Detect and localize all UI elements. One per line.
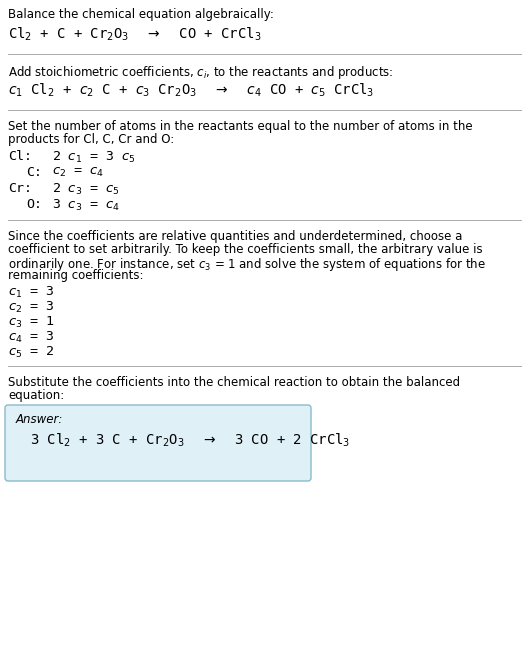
Text: equation:: equation: bbox=[8, 389, 64, 402]
Text: Substitute the coefficients into the chemical reaction to obtain the balanced: Substitute the coefficients into the che… bbox=[8, 376, 460, 389]
Text: $c_1$ Cl$_2$ + $c_2$ C + $c_3$ Cr$_2$O$_3$  $\rightarrow$  $c_4$ CO + $c_5$ CrCl: $c_1$ Cl$_2$ + $c_2$ C + $c_3$ Cr$_2$O$_… bbox=[8, 82, 375, 100]
Text: 2 $c_3$ = $c_5$: 2 $c_3$ = $c_5$ bbox=[52, 182, 120, 197]
Text: 3 $c_3$ = $c_4$: 3 $c_3$ = $c_4$ bbox=[52, 198, 120, 213]
Text: Set the number of atoms in the reactants equal to the number of atoms in the: Set the number of atoms in the reactants… bbox=[8, 120, 472, 133]
Text: products for Cl, C, Cr and O:: products for Cl, C, Cr and O: bbox=[8, 133, 174, 146]
Text: Answer:: Answer: bbox=[16, 413, 63, 426]
FancyBboxPatch shape bbox=[5, 405, 311, 481]
Text: $c_5$ = 2: $c_5$ = 2 bbox=[8, 345, 54, 360]
Text: 3 Cl$_2$ + 3 C + Cr$_2$O$_3$  $\rightarrow$  3 CO + 2 CrCl$_3$: 3 Cl$_2$ + 3 C + Cr$_2$O$_3$ $\rightarro… bbox=[30, 432, 350, 450]
Text: Add stoichiometric coefficients, $c_i$, to the reactants and products:: Add stoichiometric coefficients, $c_i$, … bbox=[8, 64, 394, 81]
Text: Cl:: Cl: bbox=[8, 150, 32, 163]
Text: $c_1$ = 3: $c_1$ = 3 bbox=[8, 285, 54, 300]
Text: $c_3$ = 1: $c_3$ = 1 bbox=[8, 315, 54, 330]
Text: $c_2$ = $c_4$: $c_2$ = $c_4$ bbox=[52, 166, 104, 179]
Text: $c_2$ = 3: $c_2$ = 3 bbox=[8, 300, 54, 315]
Text: $c_4$ = 3: $c_4$ = 3 bbox=[8, 330, 54, 345]
Text: O:: O: bbox=[26, 198, 42, 211]
Text: Since the coefficients are relative quantities and underdetermined, choose a: Since the coefficients are relative quan… bbox=[8, 230, 462, 243]
Text: C:: C: bbox=[26, 166, 42, 179]
Text: ordinarily one. For instance, set $c_3$ = 1 and solve the system of equations fo: ordinarily one. For instance, set $c_3$ … bbox=[8, 256, 486, 273]
Text: 2 $c_1$ = 3 $c_5$: 2 $c_1$ = 3 $c_5$ bbox=[52, 150, 135, 165]
Text: Cr:: Cr: bbox=[8, 182, 32, 195]
Text: coefficient to set arbitrarily. To keep the coefficients small, the arbitrary va: coefficient to set arbitrarily. To keep … bbox=[8, 243, 482, 256]
Text: Cl$_2$ + C + Cr$_2$O$_3$  $\rightarrow$  CO + CrCl$_3$: Cl$_2$ + C + Cr$_2$O$_3$ $\rightarrow$ C… bbox=[8, 26, 261, 43]
Text: remaining coefficients:: remaining coefficients: bbox=[8, 269, 143, 282]
Text: Balance the chemical equation algebraically:: Balance the chemical equation algebraica… bbox=[8, 8, 274, 21]
